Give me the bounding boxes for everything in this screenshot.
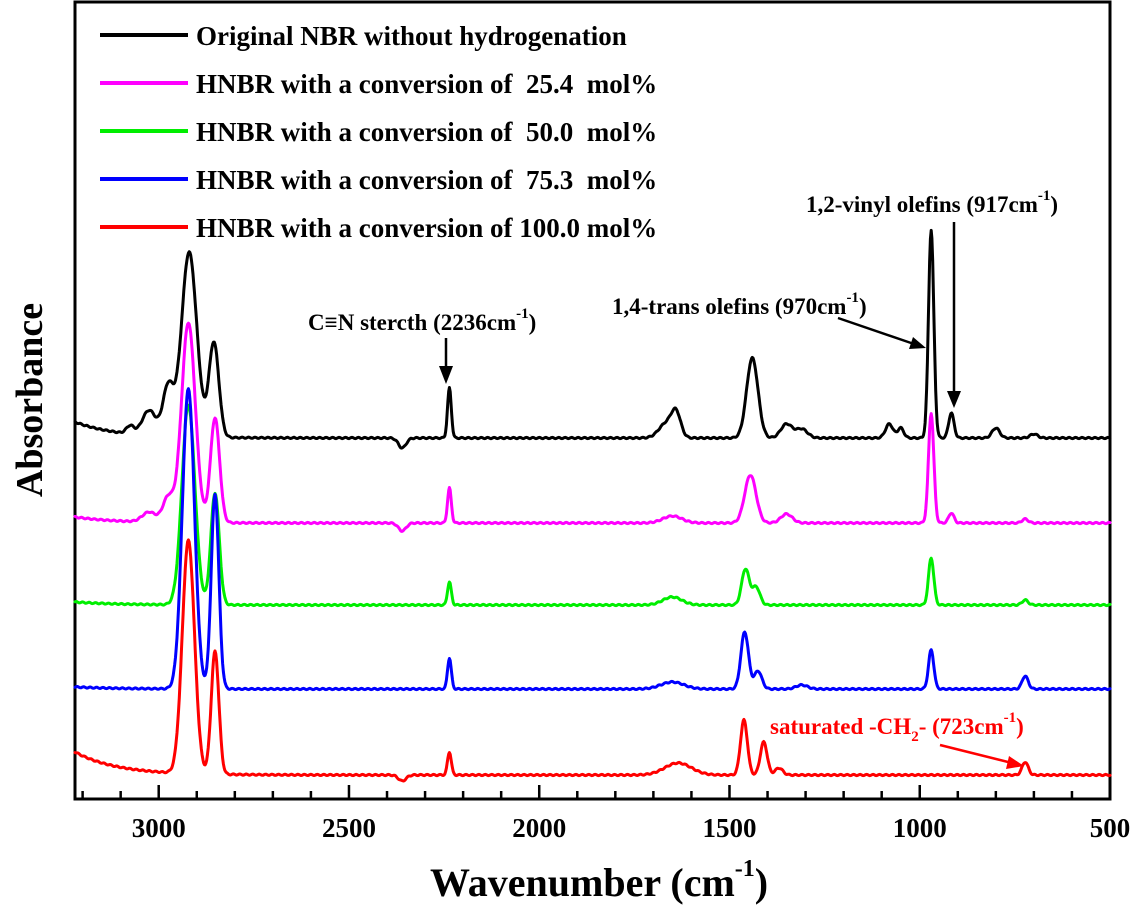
- x-axis-title-sup: -1: [735, 856, 755, 882]
- x-tick-label: 1500: [702, 813, 756, 843]
- x-tick-label: 500: [1090, 813, 1131, 843]
- annotation-vinyl-olefins: 1,2-vinyl olefins (917cm-1): [806, 188, 1058, 217]
- legend-label-2: HNBR with a conversion of 50.0 mol%: [196, 117, 657, 147]
- traces: [73, 228, 1112, 783]
- annotation-cn-stretch-sup: -1: [516, 306, 529, 322]
- annotation-trans-olefins-close: ): [859, 294, 867, 319]
- series-line-4: [73, 538, 1112, 783]
- series-line-0: [73, 228, 1112, 450]
- x-tick-label: 3000: [132, 813, 186, 843]
- x-axis-title: Wavenumber (cm-1): [430, 856, 768, 905]
- annotation-cn-stretch: C≡N stercth (2236cm-1): [308, 306, 536, 335]
- x-axis-title-main: Wavenumber (cm: [430, 860, 735, 905]
- legend-label-4: HNBR with a conversion of 100.0 mol%: [196, 213, 657, 243]
- annotation-saturated-ch2-mid: - (723cm: [919, 714, 1004, 739]
- annotations: C≡N stercth (2236cm-1) 1,4-trans olefins…: [308, 188, 1058, 769]
- annotation-saturated-ch2-sup: -1: [1004, 710, 1017, 726]
- annotation-saturated-ch2: saturated -CH2- (723cm-1): [770, 710, 1024, 745]
- arrow-cn-stretch: [439, 338, 453, 384]
- arrow-trans-olefins: [837, 316, 926, 349]
- arrow-saturated-ch2: [939, 743, 1024, 769]
- annotation-vinyl-olefins-text: 1,2-vinyl olefins (917cm: [806, 192, 1038, 217]
- legend-label-3: HNBR with a conversion of 75.3 mol%: [196, 165, 657, 195]
- annotation-trans-olefins: 1,4-trans olefins (970cm-1): [612, 290, 867, 319]
- annotation-vinyl-olefins-sup: -1: [1038, 188, 1051, 204]
- x-tick-label: 2000: [512, 813, 566, 843]
- annotation-saturated-ch2-close: ): [1016, 714, 1024, 739]
- annotation-trans-olefins-sup: -1: [846, 290, 859, 306]
- x-axis-title-close: ): [755, 860, 768, 905]
- arrow-vinyl-olefins: [947, 222, 961, 408]
- annotation-trans-olefins-text: 1,4-trans olefins (970cm: [612, 294, 846, 319]
- annotation-vinyl-olefins-close: ): [1050, 192, 1058, 217]
- series-line-2: [73, 403, 1112, 608]
- legend-label-0: Original NBR without hydrogenation: [196, 21, 627, 51]
- legend: Original NBR without hydrogenation HNBR w…: [100, 21, 657, 243]
- annotation-cn-stretch-text: C≡N stercth (2236cm: [308, 310, 516, 335]
- annotation-saturated-ch2-text: saturated -CH: [770, 714, 911, 739]
- annotation-cn-stretch-close: ): [529, 310, 537, 335]
- plot-frame: [73, 0, 1112, 801]
- x-axis-ticks: [81, 785, 1112, 799]
- x-tick-label: 2500: [322, 813, 376, 843]
- series-line-1: [73, 321, 1112, 533]
- x-tick-label: 1000: [893, 813, 947, 843]
- annotation-saturated-ch2-sub: 2: [911, 729, 919, 745]
- x-axis-tick-labels: 3000 2500 2000 1500 1000 500: [132, 813, 1131, 843]
- legend-label-1: HNBR with a conversion of 25.4 mol%: [196, 69, 657, 99]
- y-axis-title: Absorbance: [9, 303, 51, 497]
- series-line-3: [73, 387, 1112, 692]
